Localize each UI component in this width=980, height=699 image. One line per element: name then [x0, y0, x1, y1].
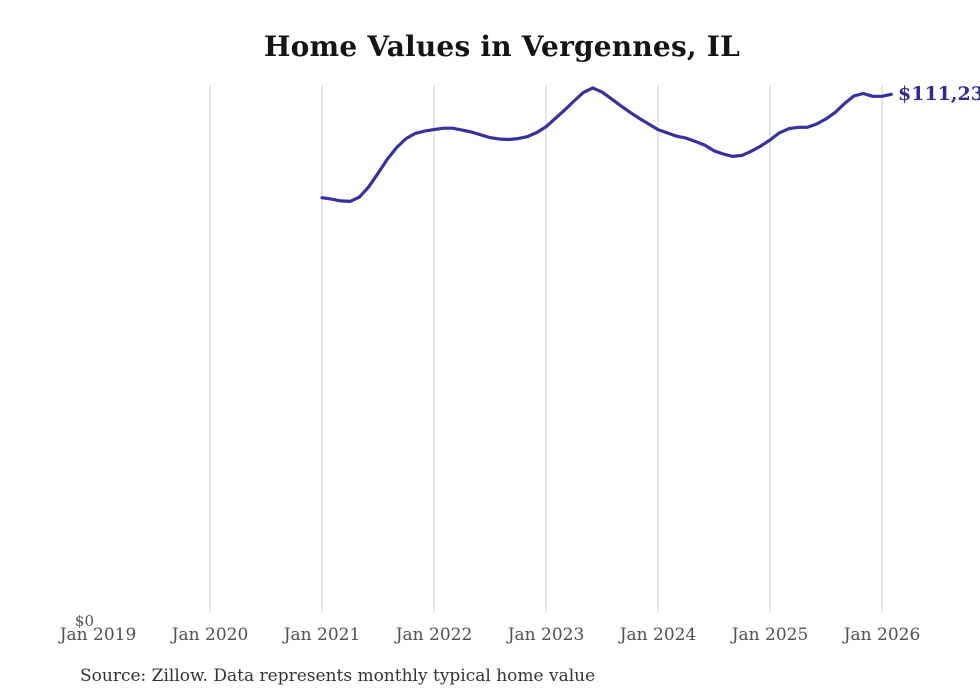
x-tick-label: Jan 2023: [506, 625, 585, 645]
home-value-line: [320, 86, 893, 203]
x-tick-label: Jan 2022: [394, 625, 473, 645]
source-note: Source: Zillow. Data represents monthly …: [80, 666, 596, 686]
x-tick-labels-group: Jan 2019 Jan 2020 Jan 2021 Jan 2022 Jan 2023…: [58, 625, 921, 645]
x-tick-label: Jan 2026: [842, 625, 921, 645]
x-tick-label: Jan 2024: [618, 625, 697, 645]
x-tick-label: Jan 2019: [58, 625, 137, 645]
latest-value-annotation: $111,237: [898, 83, 980, 105]
chart-title: Home Values in Vergennes, IL: [264, 30, 740, 63]
y-zero-label: $0: [75, 612, 94, 630]
gridlines-group: [209, 85, 883, 613]
x-tick-label: Jan 2021: [282, 625, 361, 645]
x-tick-label: Jan 2020: [170, 625, 249, 645]
x-tick-label: Jan 2025: [730, 625, 809, 645]
